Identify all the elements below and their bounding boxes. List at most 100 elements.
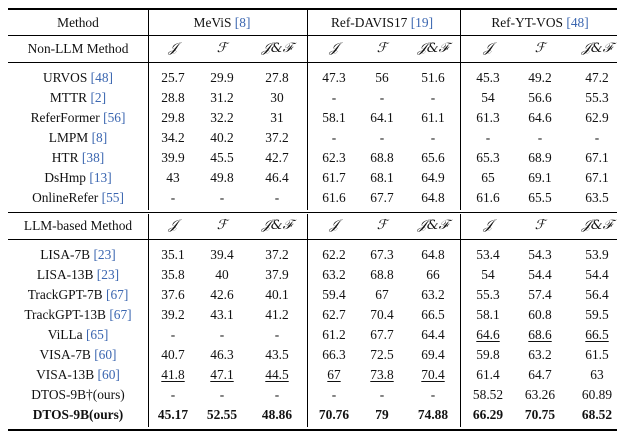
citation-bracket: [ (93, 247, 98, 262)
method-label: MTTR (49, 90, 88, 105)
citation-number: 65 (90, 327, 104, 342)
value-cell: 56.6 (528, 90, 552, 105)
value-cell: 52.55 (206, 407, 238, 422)
dataset-header: MeViS [8] (147, 13, 297, 33)
value-cell: - (537, 130, 543, 145)
citation-bracket: ] (584, 15, 589, 30)
value-cell: 61.5 (585, 347, 609, 362)
value-cell: 51.6 (421, 70, 445, 85)
table-row: HTR [38] 39.9 45.5 42.7 62.3 68.8 65.6 65.3 68.9… (0, 148, 625, 168)
value-cell: 53.9 (585, 247, 609, 262)
metric-label: 𝒥&ℱ (261, 41, 293, 56)
value-cell: - (430, 90, 436, 105)
citation-bracket: ] (99, 150, 105, 165)
value-cell: 53.4 (476, 247, 500, 262)
value-cell: 54.4 (585, 267, 609, 282)
dataset-name: Ref-YT-VOS (491, 15, 563, 30)
value-cell: 60.8 (528, 307, 552, 322)
value-cell: 64.1 (370, 110, 394, 125)
value-cell: 66.5 (585, 327, 609, 342)
method-label: HTR (51, 150, 79, 165)
value-cell: 43 (166, 170, 180, 185)
value-cell: 29.9 (210, 70, 234, 85)
value-cell: 54 (481, 267, 495, 282)
value-cell: 39.4 (210, 247, 234, 262)
value-cell: 61.4 (476, 367, 500, 382)
horizontal-rule (8, 212, 617, 213)
value-cell: 61.6 (322, 190, 346, 205)
citation-bracket: ] (120, 110, 126, 125)
vertical-rule (307, 214, 308, 427)
citation-bracket: [ (97, 367, 102, 382)
method-name: TrackGPT-7B [67] (8, 285, 148, 305)
value-cell: - (379, 90, 385, 105)
method-label: LMPM (48, 130, 89, 145)
value-cell: 58.52 (472, 387, 504, 402)
value-cell: 64.8 (421, 247, 445, 262)
citation-bracket: ] (111, 247, 116, 262)
value-cell: 67 (375, 287, 389, 302)
citation-number: 56 (107, 110, 121, 125)
citation-number: 19 (415, 15, 429, 30)
citation-number: 2 (94, 90, 102, 105)
citation-bracket: [ (90, 90, 95, 105)
citation-bracket: [ (109, 307, 114, 322)
citation-bracket: ] (127, 307, 132, 322)
value-cell: 70.4 (421, 367, 445, 382)
value-cell: 73.8 (370, 367, 394, 382)
value-cell: - (219, 327, 225, 342)
value-cell: 27.8 (265, 70, 289, 85)
metric-label: ℱ (216, 41, 228, 56)
metric-label: ℱ (376, 41, 388, 56)
value-cell: - (274, 387, 280, 402)
value-cell: 35.1 (161, 247, 185, 262)
metric-label: 𝒥&ℱ (581, 41, 613, 56)
value-cell: - (274, 190, 280, 205)
value-cell: 37.2 (265, 130, 289, 145)
citation-number: 67 (110, 287, 124, 302)
value-cell: 68.52 (581, 407, 613, 422)
vertical-rule (307, 13, 308, 210)
value-cell: 45.3 (476, 70, 500, 85)
value-cell: 55.3 (585, 90, 609, 105)
value-cell: 56.4 (585, 287, 609, 302)
value-cell: 37.9 (265, 267, 289, 282)
table-row: LISA-13B [23] 35.8 40 37.9 63.2 68.8 66 54 54.4 5… (0, 265, 625, 285)
results-table: Method MeViS [8] Ref-DAVIS17 [19] Ref-YT-VO… (0, 8, 625, 431)
section-header-row: LLM-based Method 𝒥 ℱ 𝒥&ℱ 𝒥 ℱ 𝒥&ℱ 𝒥 ℱ 𝒥&ℱ (0, 216, 625, 236)
method-label: DTOS-9B(ours) (32, 407, 124, 422)
value-cell: 64.4 (421, 327, 445, 342)
citation-number: 55 (106, 190, 120, 205)
vertical-rule (148, 13, 149, 210)
value-cell: 65.3 (476, 150, 500, 165)
method-name: DsHmp [13] (8, 168, 148, 188)
method-label: VISA-13B (36, 367, 95, 382)
table-row: VISA-13B [60] 41.8 47.1 44.5 67 73.8 70.4 61.4 6… (0, 365, 625, 385)
value-cell: 49.8 (210, 170, 234, 185)
metric-label: 𝒥&ℱ (417, 41, 449, 56)
value-cell: 61.7 (322, 170, 346, 185)
value-cell: 64.8 (421, 190, 445, 205)
citation-bracket: ] (119, 190, 124, 205)
citation-bracket: [ (101, 190, 107, 205)
value-cell: - (331, 130, 337, 145)
value-cell: 64.6 (476, 327, 500, 342)
citation-bracket: ] (245, 15, 251, 30)
horizontal-rule (8, 239, 617, 240)
citation-number: 23 (97, 247, 112, 262)
value-cell: 61.1 (421, 110, 445, 125)
value-cell: - (379, 130, 385, 145)
method-name: LISA-13B [23] (8, 265, 148, 285)
value-cell: 58.1 (476, 307, 500, 322)
value-cell: 40.1 (265, 287, 289, 302)
value-cell: 62.7 (322, 307, 346, 322)
horizontal-rule (8, 429, 617, 431)
method-label: ReferFormer (30, 110, 100, 125)
table-row: URVOS [48] 25.7 29.9 27.8 47.3 56 51.6 45.3 49.2… (0, 68, 625, 88)
value-cell: 54 (481, 90, 495, 105)
value-cell: 43.5 (265, 347, 289, 362)
value-cell: 42.7 (265, 150, 289, 165)
citation-bracket: [ (103, 110, 108, 125)
value-cell: 67.7 (370, 327, 394, 342)
method-label: LISA-7B (40, 247, 91, 262)
